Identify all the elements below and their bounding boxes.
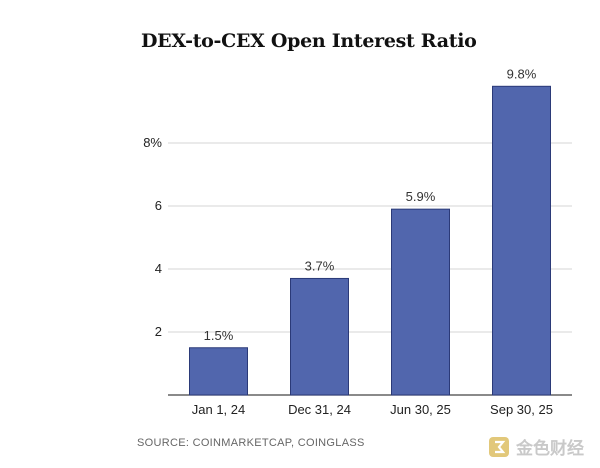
x-tick-label: Sep 30, 25: [490, 402, 553, 417]
jinse-logo-icon: [489, 436, 509, 457]
y-tick-label: 8%: [143, 135, 162, 150]
bar: [290, 277, 349, 396]
bar: [189, 347, 248, 396]
source-note: SOURCE: COINMARKETCAP, COINGLASS: [137, 437, 365, 449]
x-tick-label: Dec 31, 24: [288, 402, 351, 417]
bars: [189, 85, 551, 396]
data-label: 3.7%: [305, 258, 335, 273]
x-tick-label: Jan 1, 24: [192, 402, 246, 417]
chart-title: DEX-to-CEX Open Interest Ratio: [141, 30, 477, 52]
y-tick-label: 6: [155, 198, 162, 213]
bar: [391, 208, 450, 396]
x-tick-label: Jun 30, 25: [390, 402, 451, 417]
data-label: 9.8%: [507, 66, 537, 81]
watermark-text: 金色财经: [516, 439, 584, 459]
data-label: 1.5%: [204, 328, 234, 343]
watermark: 金色财经: [488, 434, 584, 459]
bar: [492, 85, 551, 396]
y-tick-label: 4: [155, 261, 162, 276]
y-tick-label: 2: [155, 324, 162, 339]
data-label: 5.9%: [406, 189, 436, 204]
labels: 2 4 6 8% 1.5% Jan 1, 24 3.7% Dec 31, 24 5.9% Jun …: [143, 66, 553, 417]
